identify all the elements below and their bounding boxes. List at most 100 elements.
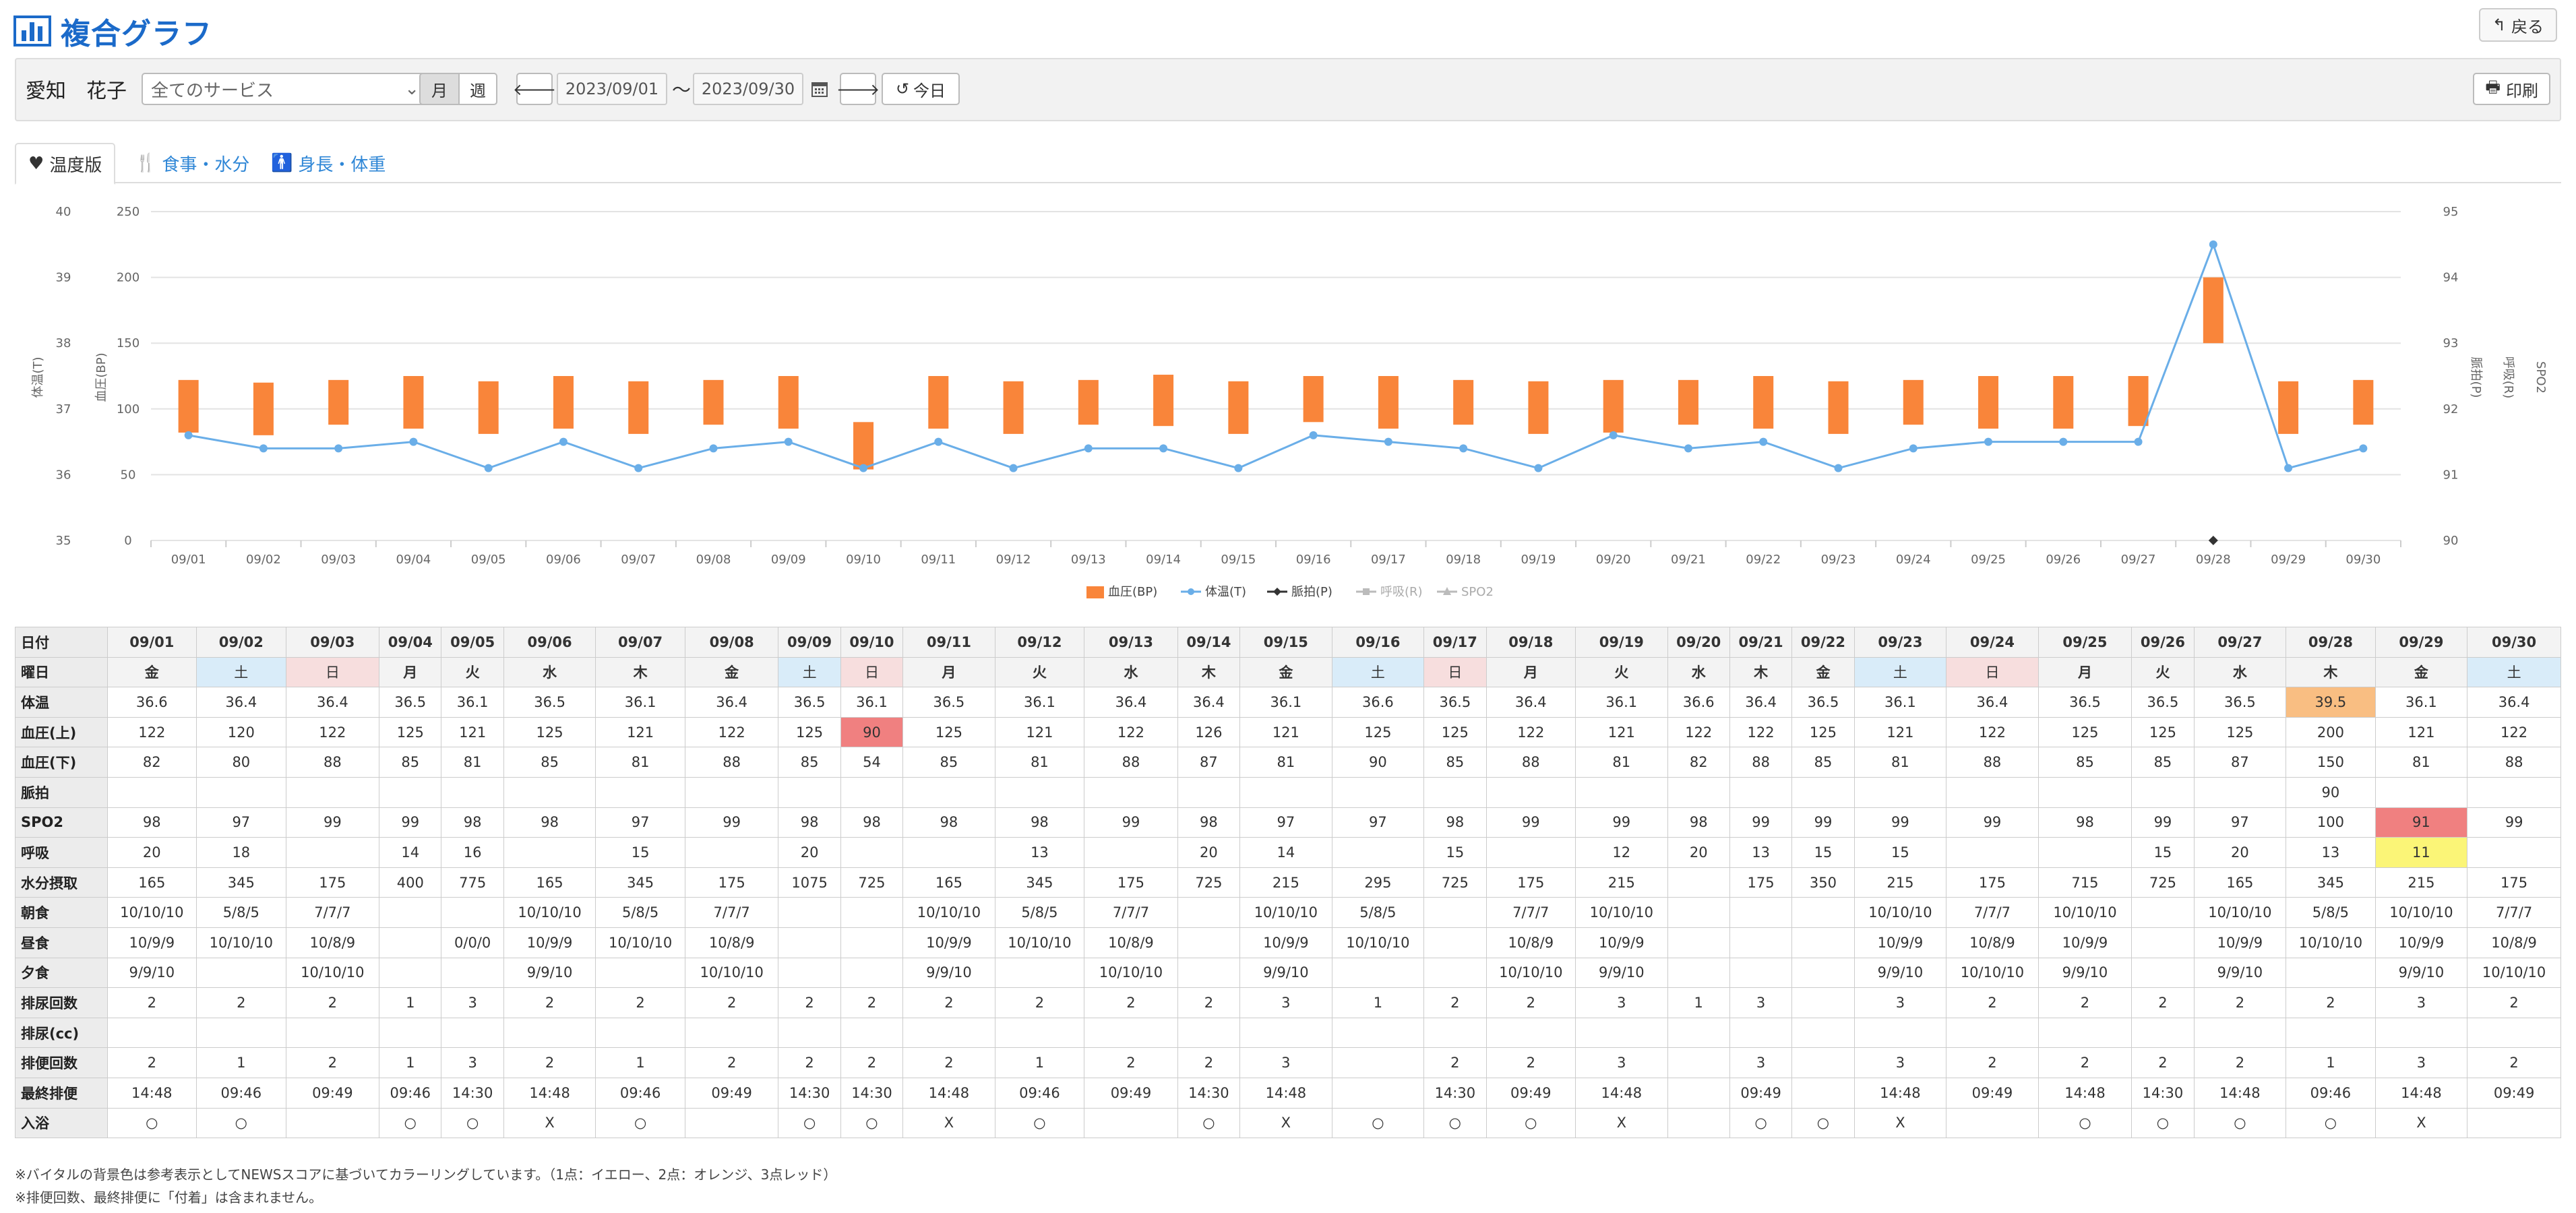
table-cell: X xyxy=(1853,1107,1947,1139)
table-cell: 15 xyxy=(1423,837,1487,868)
table-cell: 月 xyxy=(1485,656,1576,688)
bp-bar xyxy=(2203,277,2224,344)
x-axis-tick-label: 09/17 xyxy=(1371,553,1406,567)
x-axis-tick-label: 09/24 xyxy=(1896,553,1931,567)
table-cell: 7/7/7 xyxy=(1946,897,2039,928)
temp-point xyxy=(1834,464,1843,472)
table-cell xyxy=(1331,957,1425,989)
table-cell: 16 xyxy=(441,837,504,868)
week-toggle[interactable]: 週 xyxy=(458,73,497,105)
table-cell: ○ xyxy=(1177,1107,1241,1139)
table-cell: 10/10/10 xyxy=(196,927,286,958)
month-toggle[interactable]: 月 xyxy=(419,73,460,105)
table-cell xyxy=(1946,837,2039,868)
table-cell: 5/8/5 xyxy=(1331,897,1425,928)
calendar-icon[interactable] xyxy=(806,73,833,105)
x-axis-tick-label: 09/04 xyxy=(396,553,431,567)
table-cell: 121 xyxy=(1575,716,1668,748)
table-cell: 36.4 xyxy=(196,687,286,718)
table-cell: 2 xyxy=(503,1047,596,1078)
table-cell xyxy=(196,1017,286,1049)
tab-meal-water[interactable]: 🍴 食事・水分 xyxy=(123,143,262,183)
table-cell: X xyxy=(1575,1107,1668,1139)
table-cell xyxy=(684,1107,779,1139)
pulse-row: 脈拍 90 xyxy=(15,776,2561,808)
print-button[interactable]: 🖶 印刷 xyxy=(2473,73,2550,105)
row-header: 水分摂取 xyxy=(15,867,108,898)
table-cell: 85 xyxy=(379,747,442,778)
table-cell xyxy=(1423,957,1487,989)
table-cell xyxy=(503,837,596,868)
bp-axis-tick: 100 xyxy=(117,402,140,416)
date-to-input[interactable]: 2023/09/30 xyxy=(693,73,803,105)
table-cell: 345 xyxy=(2286,867,2376,898)
table-cell: 10/10/10 xyxy=(106,897,197,928)
tab-height-weight[interactable]: 🚹 身長・体重 xyxy=(259,143,398,183)
table-cell: 2 xyxy=(840,987,904,1018)
table-cell: 3 xyxy=(2374,987,2468,1018)
table-cell xyxy=(840,776,904,808)
table-cell xyxy=(1084,837,1178,868)
table-cell: 725 xyxy=(2131,867,2195,898)
table-cell: 9/9/10 xyxy=(2193,957,2287,989)
today-button-label: 今日 xyxy=(913,81,946,100)
date-from-input[interactable]: 2023/09/01 xyxy=(557,73,667,105)
table-cell: 09:46 xyxy=(595,1077,685,1109)
bp-bar xyxy=(1303,376,1324,423)
x-axis-tick-label: 09/28 xyxy=(2196,553,2231,567)
table-cell: ○ xyxy=(1331,1107,1425,1139)
legend-temp-marker xyxy=(1188,588,1194,595)
x-axis-tick-label: 09/29 xyxy=(2271,553,2306,567)
table-cell xyxy=(1667,1047,1730,1078)
x-axis-tick-label: 09/03 xyxy=(321,553,356,567)
table-cell xyxy=(1485,1017,1576,1049)
table-cell: 1 xyxy=(1667,987,1730,1018)
table-cell: 9/9/10 xyxy=(902,957,995,989)
bp-bar xyxy=(1228,381,1249,434)
tab-temperature-chart[interactable]: ♥ 温度版 xyxy=(15,143,116,185)
x-axis-tick-label: 09/25 xyxy=(1971,553,2006,567)
date-header-cell: 09/02 xyxy=(196,627,286,658)
table-cell: 14 xyxy=(379,837,442,868)
service-select[interactable]: 全てのサービス ⌄ xyxy=(142,73,429,105)
bp-bar xyxy=(253,382,274,435)
table-cell xyxy=(2286,1017,2376,1049)
table-cell: 14:30 xyxy=(1177,1077,1241,1109)
combo-chart-svg: 40 39 38 37 36 35 250 200 150 100 50 0 95 94 93 92 91 90 体… xyxy=(31,205,2548,599)
date-range-separator: ～ xyxy=(671,79,691,101)
table-cell: 121 xyxy=(994,716,1085,748)
table-cell xyxy=(2131,927,2195,958)
table-cell: 0/0/0 xyxy=(441,927,504,958)
table-cell xyxy=(2131,957,2195,989)
today-button[interactable]: ↺ 今日 xyxy=(882,73,960,105)
table-cell xyxy=(1331,1017,1425,1049)
table-cell xyxy=(1239,776,1332,808)
table-cell: 85 xyxy=(902,747,995,778)
table-cell: 1075 xyxy=(778,867,841,898)
table-cell xyxy=(196,957,286,989)
table-cell: 2 xyxy=(1084,987,1178,1018)
row-header: 脈拍 xyxy=(15,776,108,808)
table-cell: 91 xyxy=(2374,807,2468,838)
table-cell: 36.4 xyxy=(1485,687,1576,718)
back-button[interactable]: ↰ 戻る xyxy=(2478,8,2557,42)
table-cell: 125 xyxy=(2193,716,2287,748)
table-cell xyxy=(1667,1107,1730,1139)
date-header-cell: 09/28 xyxy=(2286,627,2376,658)
next-button[interactable]: 🡒 xyxy=(836,73,880,105)
prev-button[interactable]: 🡐 xyxy=(513,73,556,105)
table-cell xyxy=(1729,897,1793,928)
table-cell: 14:30 xyxy=(840,1077,904,1109)
table-cell: 99 xyxy=(1485,807,1576,838)
table-cell: 7/7/7 xyxy=(285,897,380,928)
table-cell: 175 xyxy=(1946,867,2039,898)
table-cell: 90 xyxy=(2286,776,2376,808)
bp-bar xyxy=(1378,376,1399,429)
table-cell: 13 xyxy=(2286,837,2376,868)
table-cell: 99 xyxy=(379,807,442,838)
row-header: 朝食 xyxy=(15,897,108,928)
tab-label: 食事・水分 xyxy=(162,154,250,175)
table-cell: 36.4 xyxy=(285,687,380,718)
table-cell xyxy=(1791,1077,1855,1109)
table-cell: 10/10/10 xyxy=(902,897,995,928)
